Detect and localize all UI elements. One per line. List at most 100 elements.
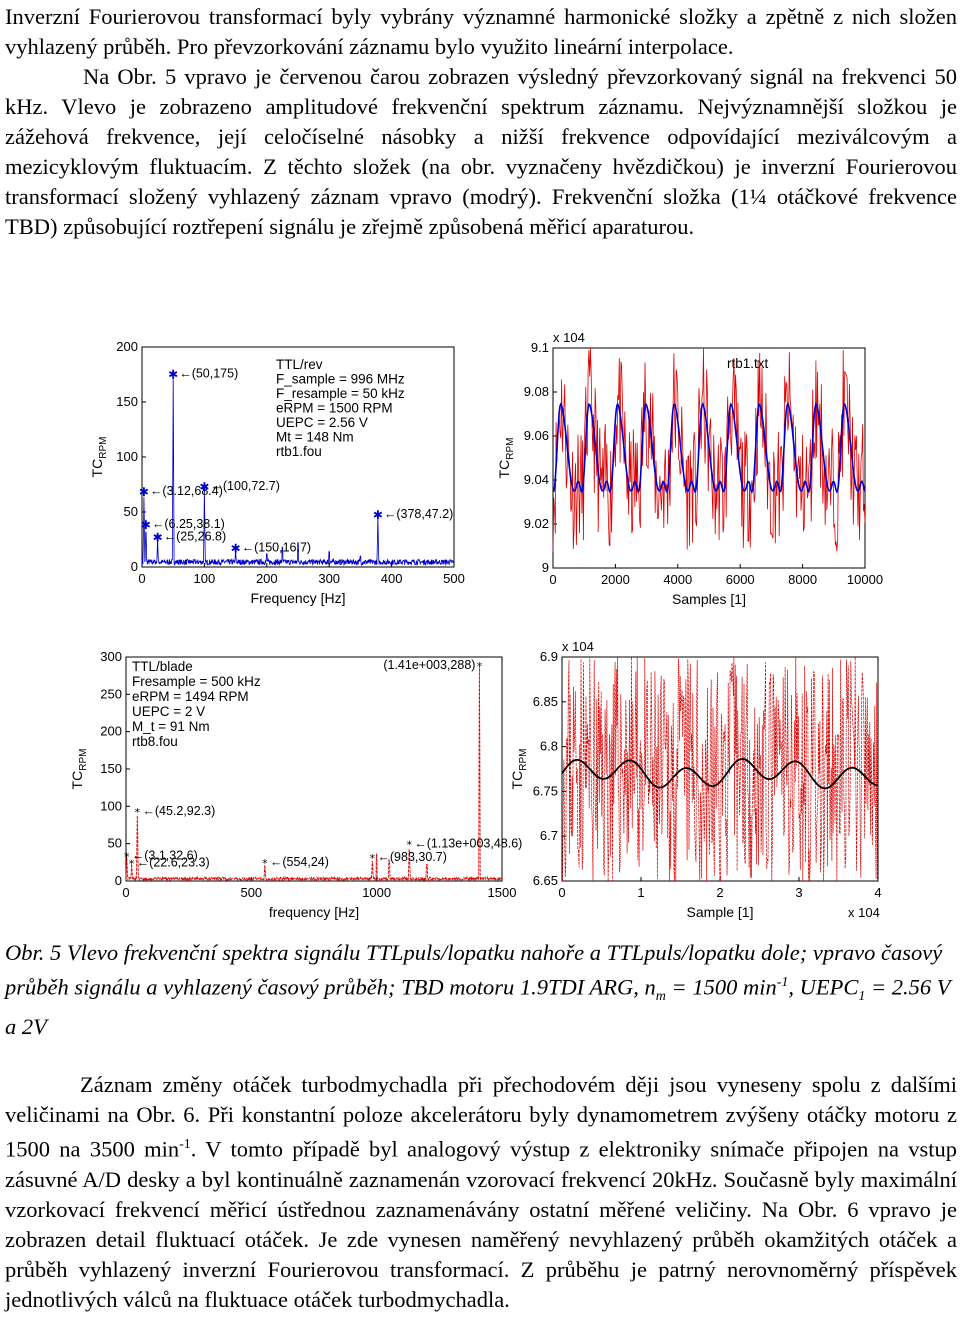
plot-frame	[561, 656, 879, 882]
peak-label: ←(100,72.7)	[210, 479, 279, 493]
chart-time-top: 0 2000 4000 6000 8000 10000 9 9.02 9.04 9.06 9.08 9…	[495, 328, 890, 613]
info-line: TTL/rev	[276, 357, 323, 372]
peak-marker: *	[407, 839, 413, 852]
caption-sub-1: 1	[858, 989, 866, 1004]
y-tick-label: 9.02	[524, 516, 549, 531]
chart-time-bottom: 0 1 2 3 4 6.65 6.7 6.75 6.8 6.85 6.9 Sample [1] TCRP…	[509, 635, 890, 930]
x-axis-label: Sample [1]	[687, 904, 754, 920]
body-sup: -1	[179, 1137, 191, 1152]
y-tick-label: 100	[116, 449, 138, 464]
y-tick-label: 6.7	[540, 828, 558, 843]
chart-time-top-svg: 0 2000 4000 6000 8000 10000 9 9.02 9.04 9.06 9.08 9…	[496, 330, 883, 607]
caption-sup: -1	[776, 975, 789, 990]
x-axis-label: frequency [Hz]	[269, 904, 359, 920]
x-axis-label: Frequency [Hz]	[251, 590, 346, 606]
y-tick-label: 9.04	[524, 472, 549, 487]
peak-label: ←(50,175)	[179, 367, 238, 381]
info-line: UEPC = 2.56 V	[276, 415, 368, 430]
intro-paragraph-2: Na Obr. 5 vpravo je červenou čarou zobra…	[5, 64, 957, 239]
x-tick-label: 0	[138, 571, 145, 586]
info-line: eRPM = 1494 RPM	[132, 689, 249, 704]
y-tick-label: 250	[100, 686, 122, 701]
info-line: Mt = 148 Nm	[276, 430, 354, 445]
peak-label: ←(983,30.7)	[377, 850, 446, 864]
x-tick-label: 200	[256, 571, 278, 586]
peak-marker: *	[124, 851, 130, 864]
body-text-1: Záznam změny otáček turbodmychadla při p…	[5, 1072, 957, 1162]
x-tick-label: 300	[318, 571, 340, 586]
y-axis-label: TCRPM	[509, 749, 529, 790]
peak-label: ←(1.13e+003,48.6)	[414, 837, 522, 851]
caption-mid: = 1500 min	[665, 974, 777, 1000]
y-exponent: x 104	[562, 639, 594, 654]
x-tick-label: 2	[716, 885, 723, 900]
chart-spectrum-bottom: 0 500 1000 1500 0 50 100 150 200 250 300 frequency …	[69, 645, 522, 925]
peak-marker: ✱	[168, 368, 178, 382]
y-tick-label: 6.65	[533, 873, 558, 888]
x-tick-label: 2000	[601, 572, 630, 587]
y-tick-label: 6.85	[533, 694, 558, 709]
plot-frame	[552, 347, 866, 569]
y-axis-label: TCRPM	[89, 437, 109, 478]
x-tick-label: 0	[549, 572, 556, 587]
peak-marker: *	[477, 660, 483, 673]
peak-label: ←(6.25,38.1)	[152, 517, 225, 531]
x-tick-label: 4000	[663, 572, 692, 587]
info-line: rtb8.fou	[132, 734, 178, 749]
info-line: TTL/blade	[132, 659, 193, 674]
y-tick-label: 150	[100, 761, 122, 776]
x-tick-label: 1	[637, 885, 644, 900]
body-text-2: . V tomto případě byl analogový výstup z…	[5, 1136, 957, 1312]
peak-label: (1.41e+003,288)	[383, 658, 475, 672]
peak-label: ←(3.1,32.6)	[132, 849, 198, 863]
y-tick-label: 0	[115, 873, 122, 888]
peak-marker: *	[135, 806, 141, 819]
intro-text: Inverzní Fourierovou transformací byly v…	[5, 2, 957, 242]
y-tick-label: 6.8	[540, 739, 558, 754]
peak-label: ←(150,16.7)	[242, 541, 311, 555]
x-tick-label: 500	[443, 571, 465, 586]
peak-marker: *	[262, 857, 268, 870]
raw-signal-line	[552, 347, 866, 553]
x-tick-label: 1500	[488, 885, 517, 900]
y-tick-label: 50	[108, 836, 122, 851]
chart-spectrum-top-svg: 0 100 200 300 400 500 0 50 100 150 200 Frequency [H…	[89, 339, 465, 606]
smoothed-signal-line	[552, 402, 866, 494]
smoothed-signal-line	[561, 758, 878, 790]
x-tick-label: 10000	[847, 572, 883, 587]
info-line: F_resample = 50 kHz	[276, 386, 405, 401]
info-line: eRPM = 1500 RPM	[276, 401, 393, 416]
peak-label: ←(554,24)	[270, 855, 329, 869]
caption-mid2: , UEPC	[788, 974, 859, 1000]
x-tick-label: 500	[240, 885, 262, 900]
y-exponent: x 104	[553, 330, 585, 345]
intro-paragraph-1: Inverzní Fourierovou transformací byly v…	[5, 4, 957, 59]
x-tick-label: 0	[558, 885, 565, 900]
chart-spectrum-bottom-svg: 0 500 1000 1500 0 50 100 150 200 250 300 frequency …	[69, 649, 522, 920]
y-tick-label: 6.75	[533, 783, 558, 798]
peak-marker: ✱	[199, 480, 209, 494]
raw-signal-line	[562, 656, 878, 882]
x-tick-label: 100	[194, 571, 216, 586]
y-tick-label: 6.9	[540, 649, 558, 664]
y-axis-label: TCRPM	[496, 438, 516, 479]
peak-label: ←(25,26.8)	[164, 530, 227, 544]
body-paragraph: Záznam změny otáček turbodmychadla při p…	[5, 1070, 957, 1315]
x-tick-label: 1000	[362, 885, 391, 900]
y-tick-label: 9.06	[524, 428, 549, 443]
peak-label: ←(45.2,92.3)	[142, 804, 215, 818]
info-line: rtb1.fou	[276, 444, 322, 459]
peak-marker: *	[129, 858, 135, 871]
x-tick-label: 8000	[788, 572, 817, 587]
peak-label: ←(3.12,68.4)	[150, 484, 223, 498]
y-axis-label: TCRPM	[69, 749, 89, 790]
caption-suffix: = 2.56 V a 2V	[5, 974, 951, 1040]
y-tick-label: 9.1	[531, 340, 549, 355]
info-line: Fresample = 500 kHz	[132, 674, 261, 689]
spectrum-line	[141, 374, 455, 567]
y-tick-label: 150	[116, 394, 138, 409]
peak-marker: ✱	[231, 542, 241, 556]
figure-caption: Obr. 5 Vlevo frekvenční spektra signálu …	[5, 938, 957, 1042]
chart-time-bottom-svg: 0 1 2 3 4 6.65 6.7 6.75 6.8 6.85 6.9 Sample [1] TCRP…	[509, 639, 882, 920]
y-tick-label: 100	[100, 798, 122, 813]
